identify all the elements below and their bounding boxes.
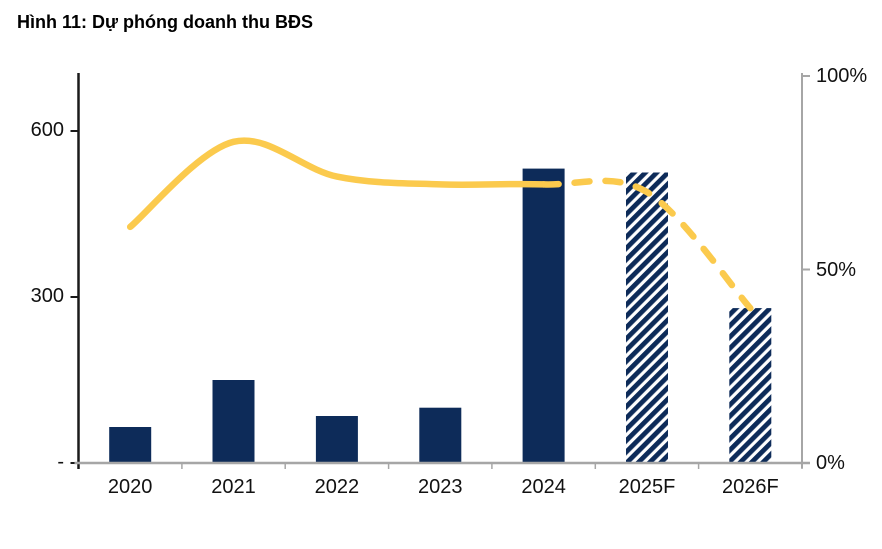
right-axis-tick-label: 100% <box>816 65 868 87</box>
x-axis-label-2022: 2022 <box>314 476 360 498</box>
x-axis-label-2025F: 2025F <box>618 476 676 498</box>
bar-2024 <box>522 168 565 463</box>
bar-2021 <box>212 380 255 463</box>
x-axis-label-2023: 2023 <box>418 476 463 498</box>
x-axis-label-2026F: 2026F <box>721 476 779 498</box>
legend: Doanh thu BĐS (tỷ đồng, cột trái) Biên L… <box>0 508 882 544</box>
bar-2022 <box>315 416 358 463</box>
bar-forecast-2026F <box>729 308 772 463</box>
x-axis-label-2024: 2024 <box>521 476 566 498</box>
chart-title: Hình 11: Dự phóng doanh thu BĐS <box>17 12 314 32</box>
margin-line-solid <box>126 137 547 231</box>
right-axis-tick-label: 0% <box>816 452 845 474</box>
bar-forecast-2025F <box>626 172 668 463</box>
x-axis-label-2020: 2020 <box>107 476 153 498</box>
left-axis-tick-label: 600 <box>30 119 64 141</box>
bar-2023 <box>419 407 462 463</box>
right-axis-tick-label: 50% <box>816 258 857 281</box>
bar-2020 <box>109 427 152 463</box>
x-axis-label-2021: 2021 <box>211 476 256 498</box>
margin-line-dashed <box>540 177 754 312</box>
left-axis-tick-label: - <box>57 451 64 473</box>
left-axis-tick-label: 300 <box>30 285 64 307</box>
